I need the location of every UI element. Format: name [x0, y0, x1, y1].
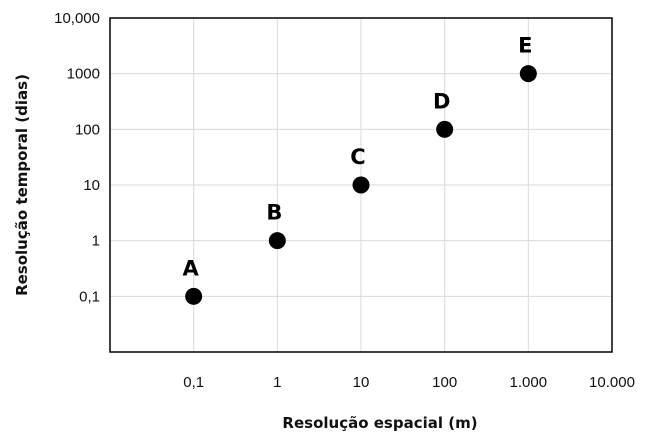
data-point	[519, 65, 537, 83]
y-tick-label: 0,1	[79, 288, 100, 305]
point-label: A	[183, 256, 200, 280]
plot-frame	[109, 17, 613, 353]
data-point	[268, 232, 286, 250]
x-tick-label: 1	[273, 374, 281, 391]
x-axis-label: Resolução espacial (m)	[282, 414, 477, 432]
point-label: D	[433, 89, 450, 113]
y-axis-label: Resolução temporal (dias)	[13, 74, 31, 296]
data-point	[436, 120, 454, 138]
x-tick-label: 1.000	[510, 374, 548, 391]
x-tick-label: 0,1	[183, 374, 204, 391]
x-tick-labels: 0,1 1 10 100 1.000 10.000	[183, 374, 635, 391]
data-point	[185, 287, 203, 305]
y-tick-label: 1000	[67, 66, 100, 83]
y-tick-label: 10,000	[54, 10, 100, 27]
y-tick-label: 100	[75, 121, 100, 138]
data-point	[352, 176, 370, 194]
y-tick-labels: 0,1 1 10 100 1000 10,000	[54, 10, 100, 305]
point-label: E	[518, 34, 532, 58]
x-tick-label: 10	[353, 374, 370, 391]
point-label: B	[266, 201, 282, 225]
x-tick-label: 10.000	[589, 374, 635, 391]
y-tick-label: 10	[83, 177, 100, 194]
x-tick-label: 100	[432, 374, 457, 391]
data-points: A B C D E	[183, 34, 537, 305]
point-label: C	[350, 145, 365, 169]
y-tick-label: 1	[92, 233, 100, 250]
